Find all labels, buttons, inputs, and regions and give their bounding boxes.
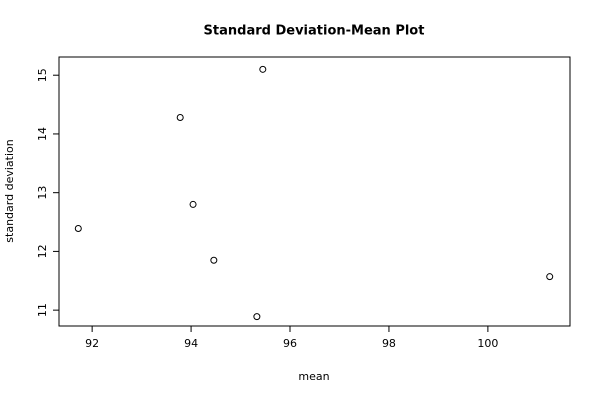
point (259, 65, 267, 73)
point (210, 256, 218, 264)
x-axis-label: mean (298, 370, 329, 383)
x-tick-label: 98 (382, 337, 396, 350)
x-tick-label: 100 (477, 337, 498, 350)
x-tick-label: 96 (283, 337, 297, 350)
y-tick-label: 11 (36, 303, 49, 317)
y-tick-label: 14 (36, 127, 49, 141)
y-tick-label: 13 (36, 186, 49, 200)
plot-frame (58, 56, 571, 327)
x-tick-label: 94 (184, 337, 198, 350)
y-tick-label: 12 (36, 244, 49, 258)
point (253, 313, 261, 321)
chart-title: Standard Deviation-Mean Plot (204, 24, 425, 39)
y-tick-label: 15 (36, 68, 49, 82)
point (546, 273, 554, 281)
point (189, 200, 197, 208)
point (176, 113, 184, 121)
x-tick-label: 92 (85, 337, 99, 350)
point (74, 225, 82, 233)
y-axis-label: standard deviation (3, 139, 16, 242)
